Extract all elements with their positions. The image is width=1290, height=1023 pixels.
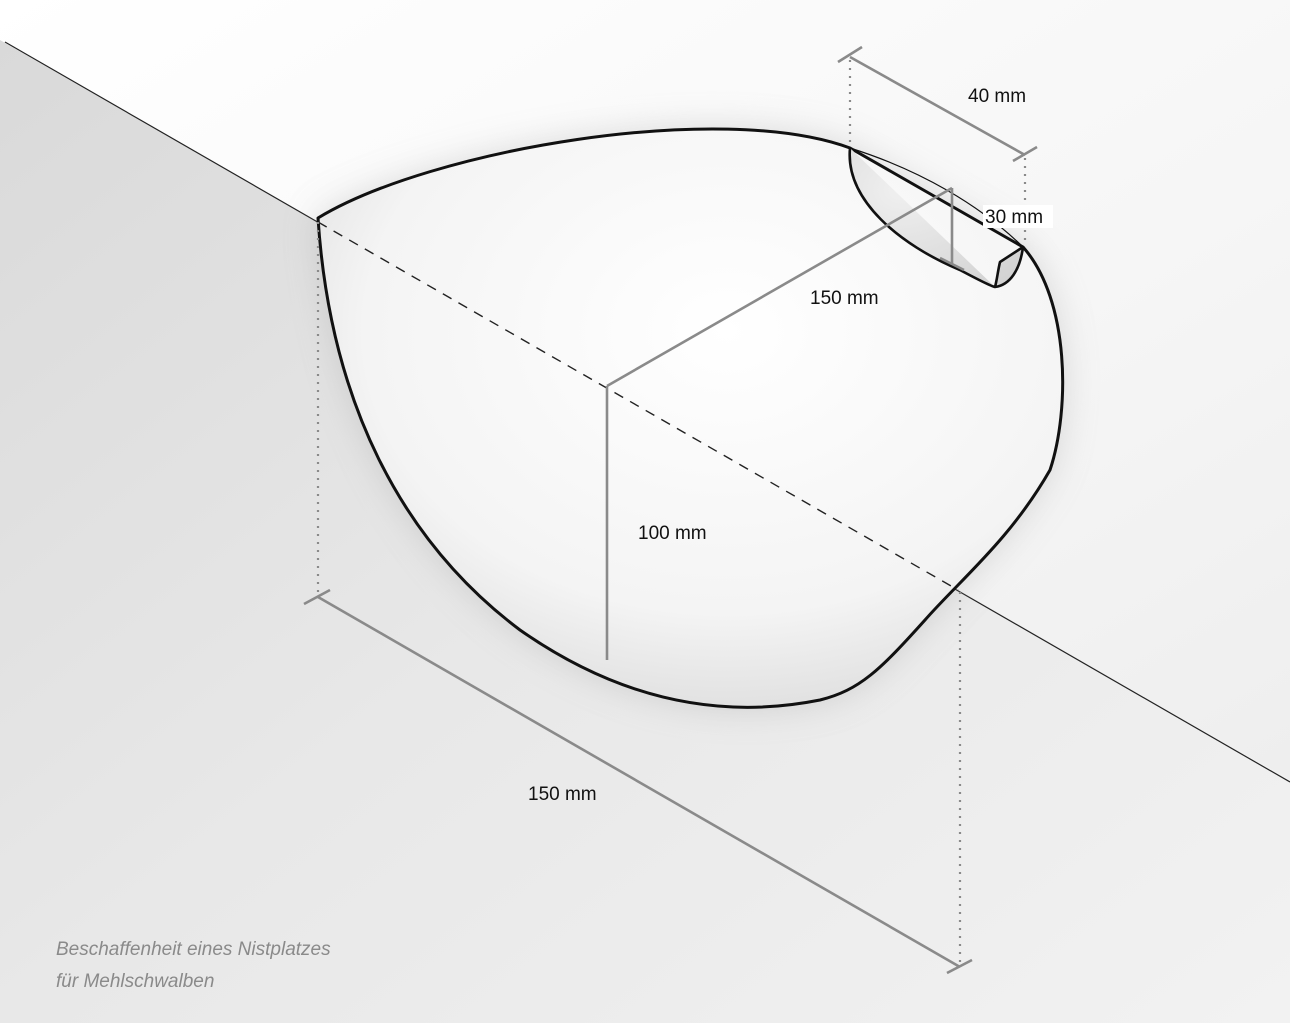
entrance-hole [848, 147, 1025, 289]
width-tick-right [946, 958, 973, 975]
opening-width-line [849, 55, 1026, 157]
opening-height-label: 30 mm [985, 207, 1043, 228]
depth-axis-dashed [317, 221, 959, 591]
opening-width-tick-right [1012, 145, 1038, 163]
width-tick-left [303, 588, 331, 606]
caption-line-2: für Mehlschwalben [56, 971, 214, 992]
nest-body [316, 127, 1065, 709]
opening-height-tick [939, 256, 965, 272]
width-label: 150 mm [528, 784, 597, 805]
depth-label: 150 mm [810, 288, 879, 309]
width-dimension-line [317, 595, 961, 969]
opening-width-tick-left [837, 45, 863, 64]
opening-height-label-bg [983, 205, 1053, 228]
caption-line-1: Beschaffenheit eines Nistplatzes [56, 939, 331, 960]
height-label: 100 mm [638, 523, 707, 544]
opening-width-label: 40 mm [968, 86, 1026, 107]
depth-dimension-line [606, 186, 953, 388]
